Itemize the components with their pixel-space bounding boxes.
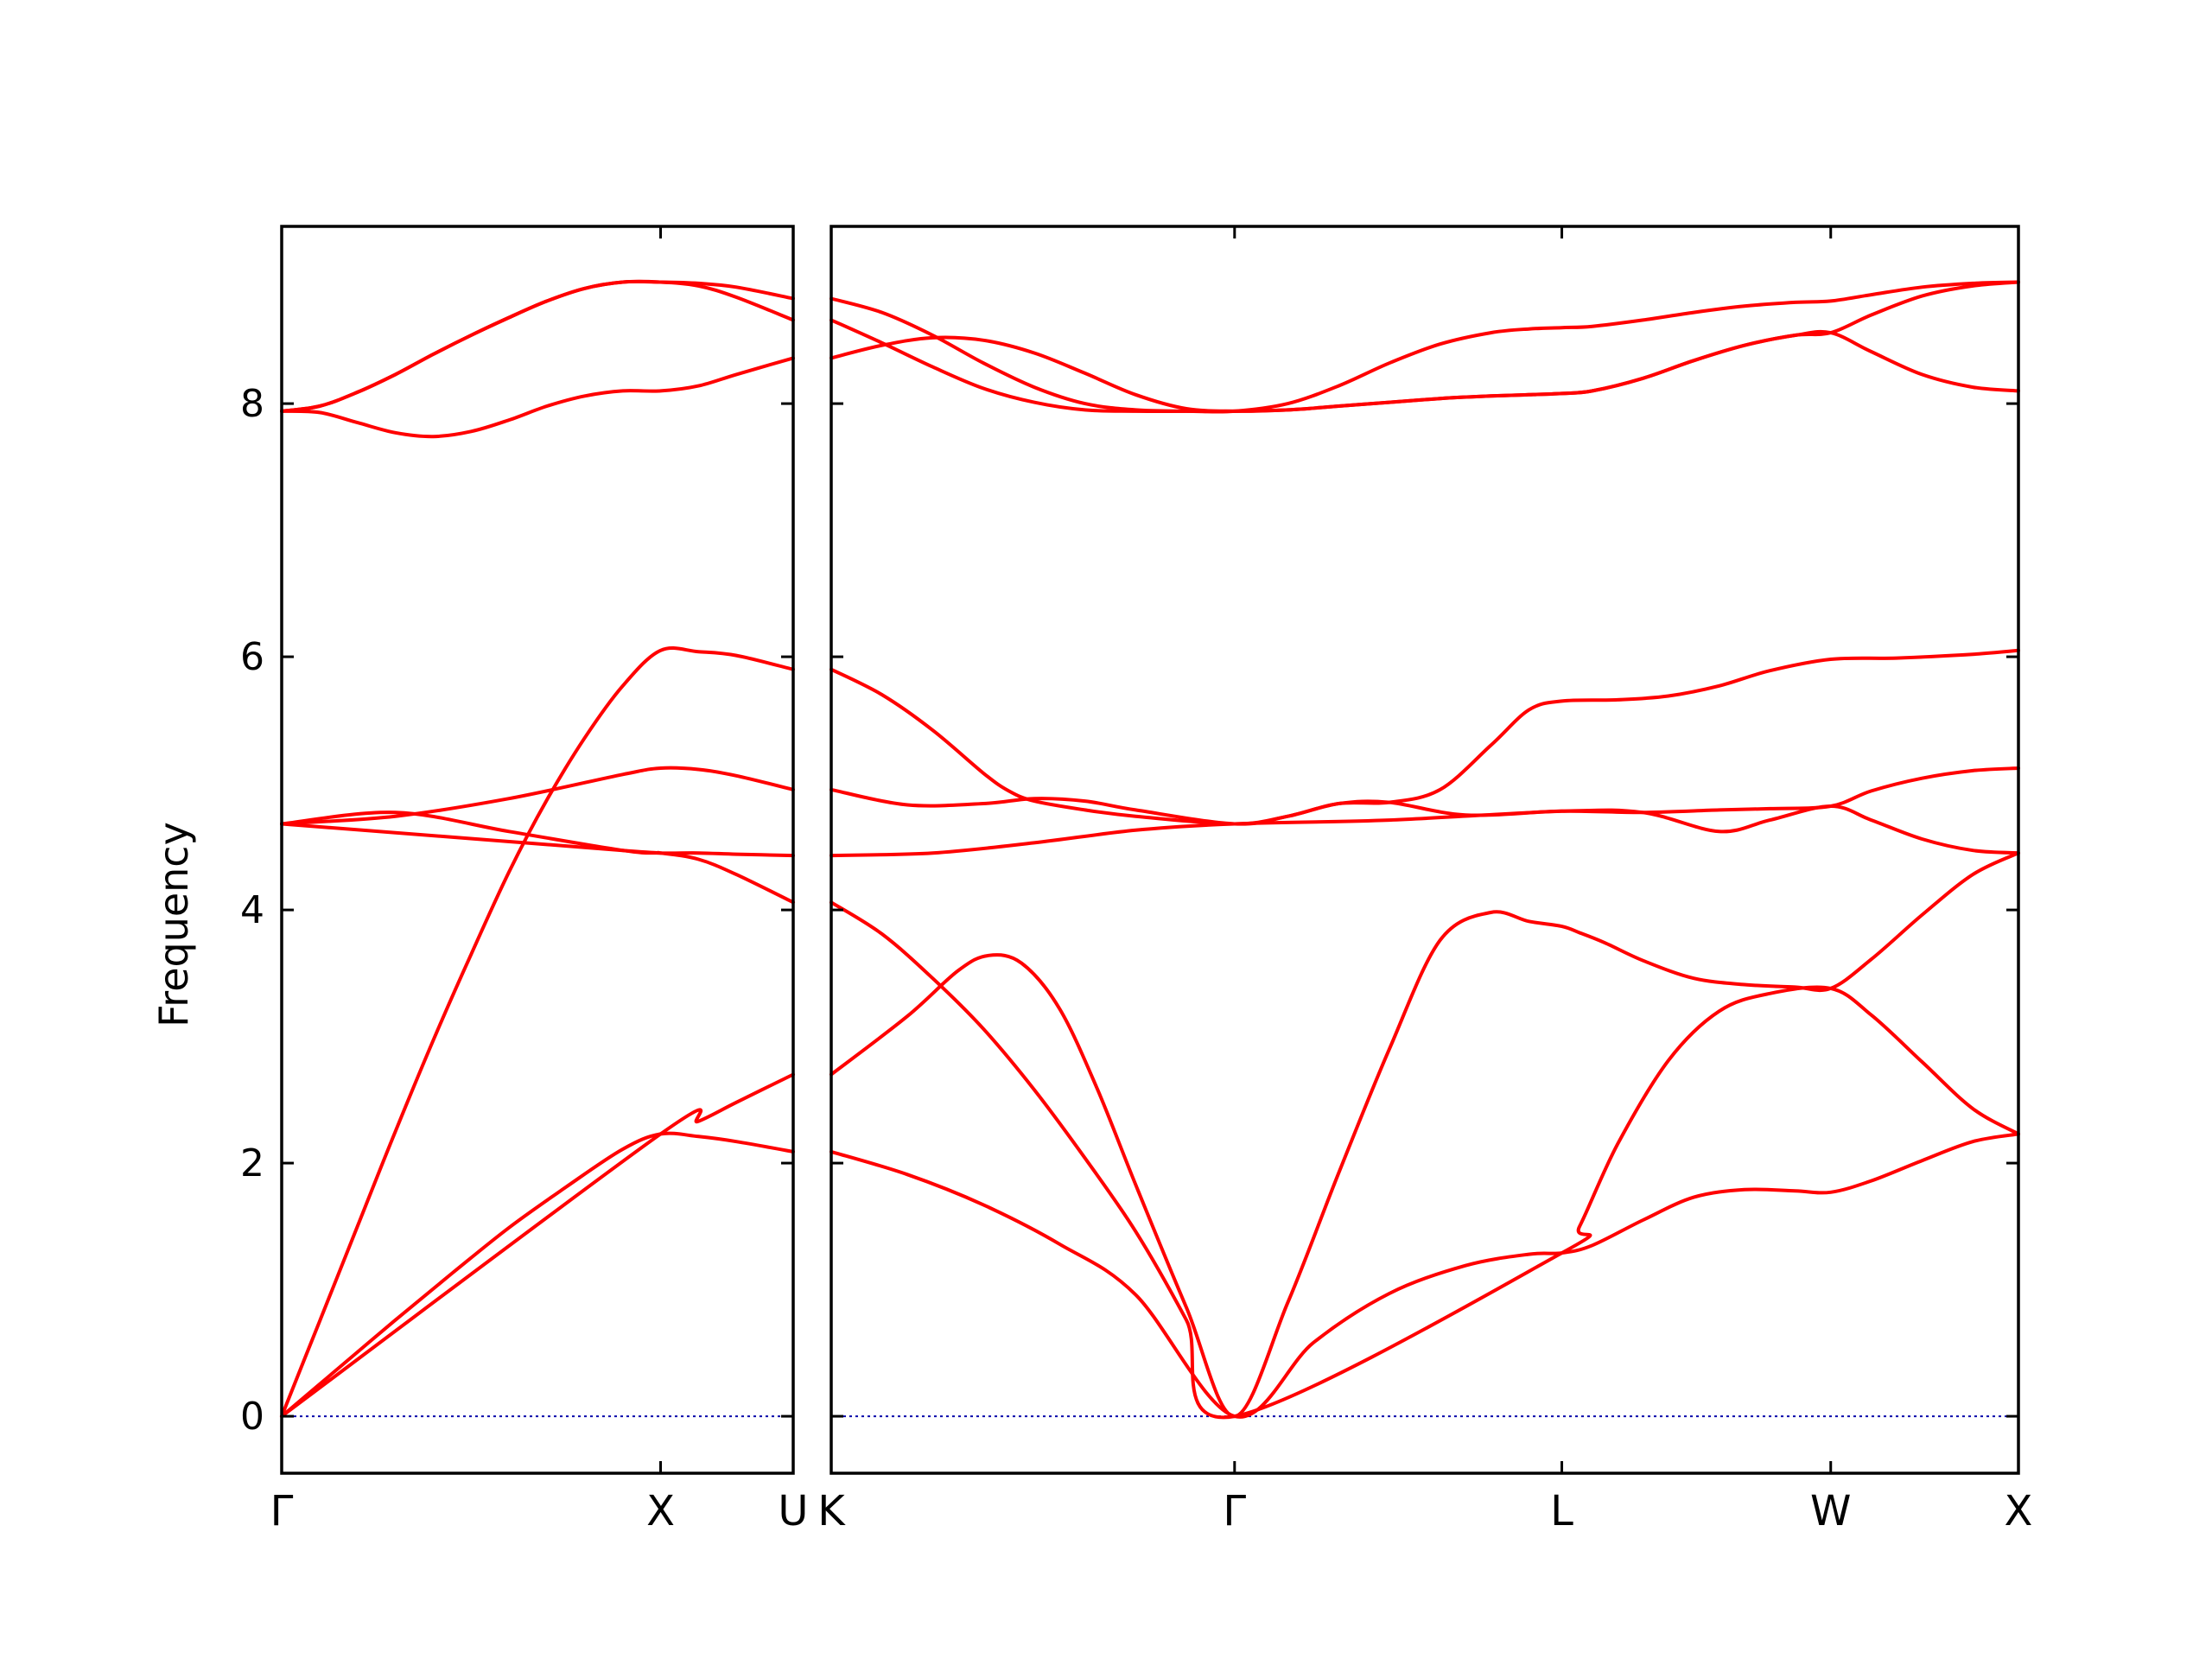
y-tick-label: 2 (240, 1141, 264, 1185)
y-tick-labels: 0 2 4 6 8 (240, 382, 264, 1439)
panel-right-band-4 (830, 804, 2020, 858)
path-point-label: W (1810, 1487, 1851, 1535)
panel-left-band-9 (280, 279, 795, 413)
path-point-label: K (817, 1487, 846, 1535)
panel-left-frame (280, 225, 795, 1475)
panel-left-band-7 (280, 356, 795, 439)
panel-left-band-6 (280, 1072, 795, 1419)
panel-left-band-2 (280, 646, 795, 1419)
panel-left-band-3 (280, 766, 795, 826)
y-tick-label: 4 (240, 888, 264, 932)
path-point-label: X (2005, 1487, 2033, 1535)
panel-left-band-5 (280, 822, 795, 905)
y-tick-label: 0 (240, 1395, 264, 1439)
panel-right-band-1 (830, 1132, 2020, 1419)
panel-right-band-5 (830, 766, 2020, 826)
panel-right-frame (830, 225, 2020, 1475)
y-tick-label: 6 (240, 635, 264, 679)
panel-right-band-9 (830, 280, 2020, 414)
path-point-label: Γ (270, 1487, 294, 1535)
panel-right-band-8 (830, 280, 2020, 414)
panel-right-band-2 (830, 851, 2020, 1419)
path-point-label: Γ (1223, 1487, 1246, 1535)
y-axis-label: Frequency (150, 822, 197, 1027)
path-point-label: X (646, 1487, 675, 1535)
panel-right-band-3 (830, 900, 2020, 1420)
y-tick-label: 8 (240, 382, 264, 426)
panel-left-band-1 (280, 1131, 795, 1419)
path-point-label: U (778, 1487, 808, 1535)
path-point-label: L (1550, 1487, 1573, 1535)
panel-right-band-6 (830, 648, 2020, 826)
